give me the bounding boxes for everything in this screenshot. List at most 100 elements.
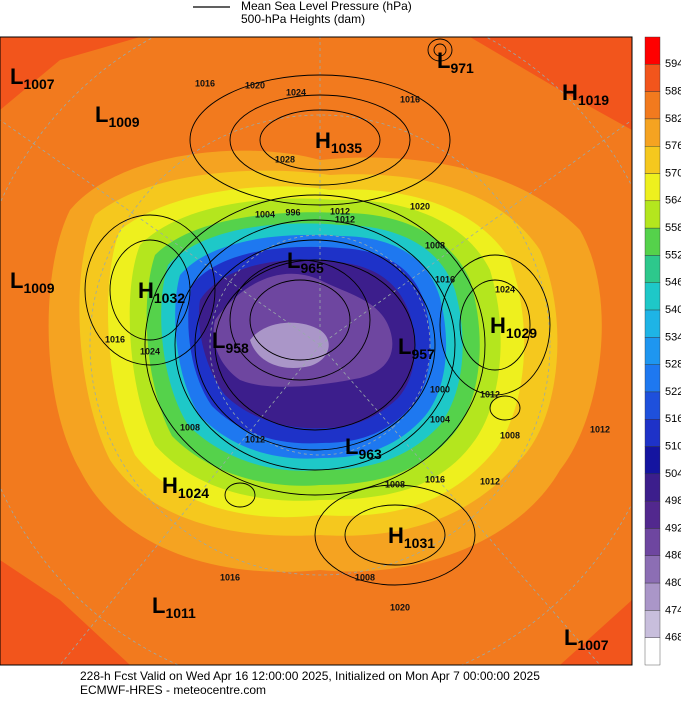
pressure-center: H1029 (490, 313, 537, 341)
colorbar-tick-label: 558 (665, 222, 681, 234)
contour-label: 1012 (480, 476, 500, 486)
colorbar-swatch (644, 282, 661, 311)
center-letter: L (437, 48, 450, 73)
center-letter: L (345, 434, 358, 459)
colorbar-tick-label: 582 (665, 113, 681, 125)
colorbar-swatch (644, 610, 661, 638)
center-value: 1035 (331, 140, 362, 156)
colorbar-swatch (644, 419, 661, 447)
colorbar-tick-label: 504 (665, 468, 681, 480)
center-letter: H (490, 313, 506, 338)
contour-label: 1012 (590, 424, 610, 434)
contour-label: 1008 (425, 240, 445, 250)
center-value: 1011 (165, 605, 196, 621)
colorbar-tick-label: 468 (665, 632, 681, 644)
contour-label: 1020 (390, 602, 410, 612)
colorbar-swatch (644, 91, 661, 120)
center-letter: L (212, 328, 225, 353)
center-value: 1009 (23, 280, 54, 296)
colorbar-swatch (644, 337, 661, 365)
colorbar-swatch (644, 227, 661, 256)
contour-label: 1028 (275, 154, 295, 164)
pressure-center: L1011 (152, 593, 196, 621)
colorbar-swatch (644, 637, 661, 666)
contour-label: 1016 (400, 94, 420, 104)
contour-label: 1008 (385, 479, 405, 489)
center-value: 971 (450, 60, 474, 76)
colorbar-tick-label: 528 (665, 359, 681, 371)
map (0, 37, 632, 665)
colorbar-tick-label: 588 (665, 86, 681, 98)
contour-label: 1024 (140, 346, 160, 356)
pressure-center: H1024 (162, 473, 209, 501)
center-value: 1024 (178, 485, 209, 501)
colorbar-swatch (644, 146, 661, 174)
contour-label: 1012 (480, 389, 500, 399)
center-value: 957 (411, 346, 435, 362)
pressure-center: L1009 (95, 102, 140, 130)
pressure-center: L957 (398, 334, 435, 362)
contour-label: 1016 (220, 572, 240, 582)
center-letter: H (388, 523, 404, 548)
pressure-center: H1031 (388, 523, 435, 551)
pressure-center: L958 (212, 328, 249, 356)
colorbar-swatch (644, 473, 661, 502)
contour-label: 1016 (425, 474, 445, 484)
center-letter: L (564, 625, 577, 650)
center-value: 1007 (23, 76, 54, 92)
colorbar-swatch (644, 500, 661, 529)
colorbar-tick-label: 546 (665, 277, 681, 289)
pressure-center: H1035 (315, 128, 362, 156)
footer-source: ECMWF-HRES - meteocentre.com (80, 683, 266, 697)
contour-label: 1016 (195, 78, 215, 88)
colorbar-tick-label: 510 (665, 440, 681, 452)
center-value: 963 (358, 446, 382, 462)
center-letter: H (162, 473, 178, 498)
contour-label: 1008 (180, 422, 200, 432)
colorbar-tick-label: 516 (665, 413, 681, 425)
center-value: 1029 (506, 325, 537, 341)
colorbar-swatch (644, 64, 661, 92)
colorbar-tick-label: 552 (665, 249, 681, 261)
center-letter: H (562, 80, 578, 105)
contour-label: 1004 (255, 209, 275, 219)
center-letter: L (398, 334, 411, 359)
map-frame (0, 36, 633, 666)
contour-label: 1000 (430, 384, 450, 394)
contour-label: 1012 (245, 434, 265, 444)
colorbar-tick-label: 570 (665, 167, 681, 179)
legend-mslp: Mean Sea Level Pressure (hPa) (241, 0, 412, 13)
contour-label: 1020 (410, 201, 430, 211)
contour-label: 1012 (335, 214, 355, 224)
center-value: 965 (300, 260, 324, 276)
pressure-center: H1032 (138, 278, 185, 306)
colorbar-tick-label: 480 (665, 577, 681, 589)
colorbar-tick-label: 594 (665, 58, 681, 70)
colorbar-tick-label: 474 (665, 604, 681, 616)
pressure-center: L963 (345, 434, 382, 462)
colorbar-tick-label: 564 (665, 195, 681, 207)
contour-label: 1024 (495, 284, 515, 294)
colorbar-tick-label: 576 (665, 140, 681, 152)
center-value: 1031 (404, 535, 435, 551)
colorbar-swatch (644, 446, 661, 475)
colorbar-swatch (644, 364, 661, 393)
center-letter: L (95, 102, 108, 127)
center-letter: L (287, 248, 300, 273)
contour-label: 1016 (435, 274, 455, 284)
center-value: 1019 (578, 92, 609, 108)
colorbar-tick-label: 522 (665, 386, 681, 398)
center-letter: H (315, 128, 331, 153)
colorbar-swatch (644, 36, 661, 65)
contour-label: 1008 (355, 572, 375, 582)
colorbar-swatch (644, 582, 661, 611)
center-value: 1009 (108, 114, 139, 130)
pressure-center: L1009 (10, 268, 55, 296)
contour-label: 1024 (286, 87, 306, 97)
colorbar-tick-label: 492 (665, 522, 681, 534)
center-value: 1032 (154, 290, 185, 306)
center-letter: H (138, 278, 154, 303)
colorbar-swatch (644, 528, 661, 556)
pressure-center: L971 (437, 48, 474, 76)
